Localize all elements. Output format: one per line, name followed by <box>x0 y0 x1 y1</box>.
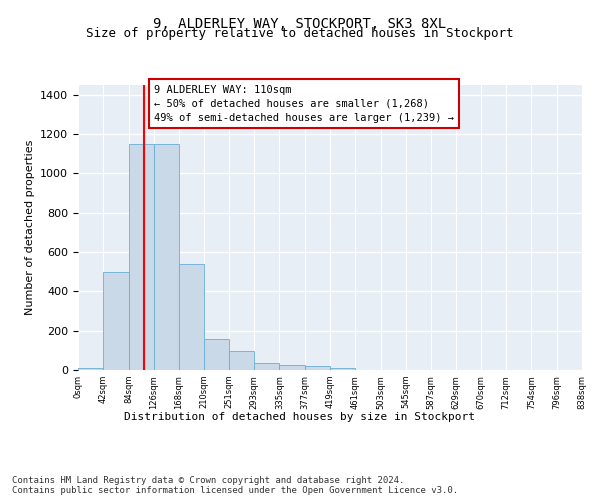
Bar <box>330 368 355 370</box>
Bar <box>103 272 128 370</box>
Text: Size of property relative to detached houses in Stockport: Size of property relative to detached ho… <box>86 28 514 40</box>
Bar <box>280 365 305 370</box>
Bar <box>205 338 229 370</box>
Bar <box>78 368 103 370</box>
Y-axis label: Number of detached properties: Number of detached properties <box>25 140 35 315</box>
Bar <box>154 144 179 370</box>
Text: 9, ALDERLEY WAY, STOCKPORT, SK3 8XL: 9, ALDERLEY WAY, STOCKPORT, SK3 8XL <box>154 18 446 32</box>
Bar <box>305 366 330 370</box>
Bar <box>254 363 280 370</box>
Bar <box>179 264 205 370</box>
Bar <box>128 144 154 370</box>
Text: Contains HM Land Registry data © Crown copyright and database right 2024.
Contai: Contains HM Land Registry data © Crown c… <box>12 476 458 495</box>
Text: 9 ALDERLEY WAY: 110sqm
← 50% of detached houses are smaller (1,268)
49% of semi-: 9 ALDERLEY WAY: 110sqm ← 50% of detached… <box>154 84 454 122</box>
Bar <box>229 352 254 370</box>
Text: Distribution of detached houses by size in Stockport: Distribution of detached houses by size … <box>125 412 476 422</box>
